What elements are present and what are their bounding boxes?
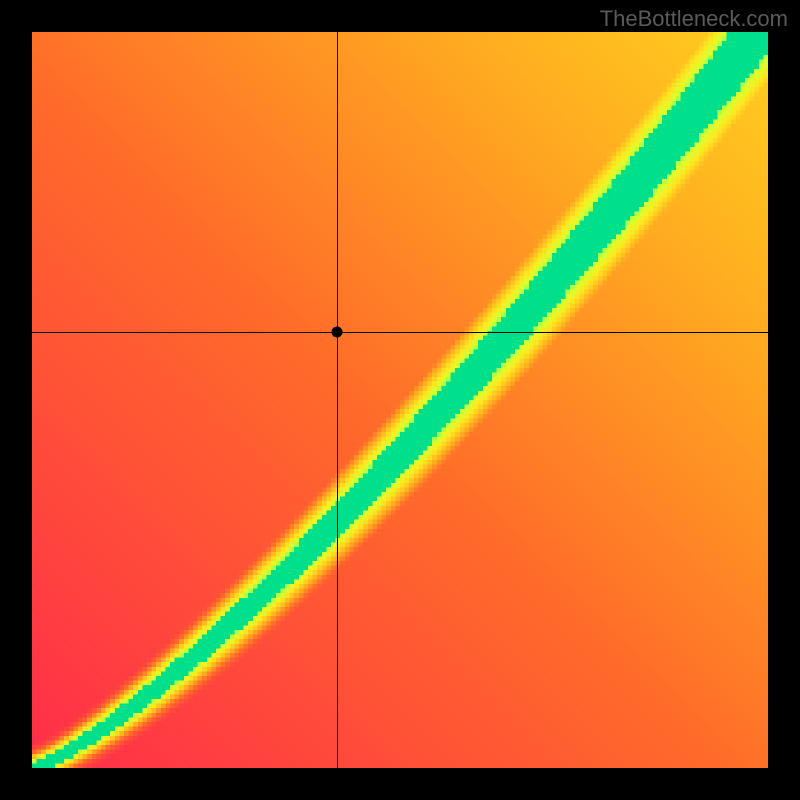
heatmap-canvas bbox=[32, 32, 768, 768]
border-bottom bbox=[0, 768, 800, 800]
crosshair-vertical bbox=[337, 32, 338, 768]
chart-container: TheBottleneck.com bbox=[0, 0, 800, 800]
border-left bbox=[0, 0, 32, 800]
crosshair-horizontal bbox=[32, 332, 768, 333]
plot-area bbox=[32, 32, 768, 768]
marker-dot bbox=[332, 327, 343, 338]
watermark-text: TheBottleneck.com bbox=[600, 6, 788, 32]
border-right bbox=[768, 0, 800, 800]
